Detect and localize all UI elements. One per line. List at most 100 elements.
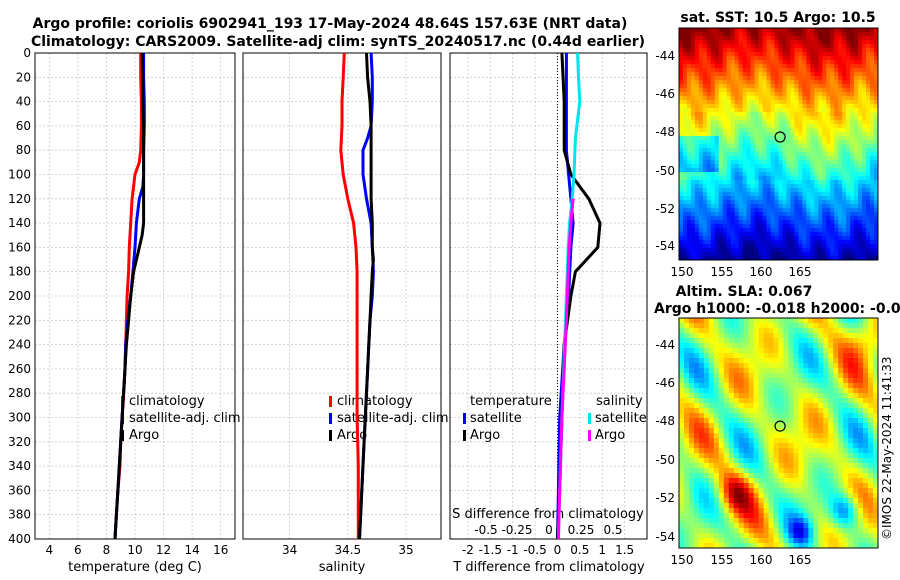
map-cell: [838, 60, 843, 65]
map-cell: [762, 136, 767, 141]
map-cell: [874, 140, 879, 145]
map-cell: [862, 88, 867, 93]
map-cell: [718, 453, 725, 459]
map-cell: [858, 192, 863, 197]
map-cell: [770, 200, 775, 205]
map-cell: [730, 204, 736, 209]
map-cell: [698, 473, 705, 479]
map-cell: [686, 88, 692, 93]
map-cell: [826, 52, 831, 57]
map-cell: [762, 52, 767, 57]
map-cell: [679, 433, 685, 439]
map-cell: [683, 383, 690, 389]
map-cell: [726, 52, 732, 57]
map-cell: [846, 56, 851, 61]
map-cell: [868, 343, 874, 349]
map-cell: [870, 160, 875, 165]
map-cell: [838, 64, 843, 69]
map-cell: [778, 216, 783, 221]
map-cell: [774, 72, 779, 77]
map-cell: [766, 144, 771, 149]
map-cell: [774, 212, 779, 217]
map-cell: [694, 120, 700, 125]
map-cell: [858, 543, 864, 549]
map-cell: [798, 92, 803, 97]
map-cell: [679, 518, 685, 524]
map-cell: [762, 216, 767, 221]
map-cell: [708, 528, 715, 534]
x-tick-label: 0: [554, 543, 562, 557]
map-cell: [858, 348, 864, 354]
map-cell: [870, 236, 875, 241]
map-cell: [693, 533, 700, 539]
map-cell: [858, 523, 864, 529]
map-cell: [794, 100, 799, 105]
map-cell: [762, 160, 767, 165]
map-cell: [866, 48, 871, 53]
map-cell: [746, 200, 752, 205]
map-cell: [730, 256, 736, 261]
map-cell: [723, 433, 730, 439]
map-cell: [873, 358, 879, 364]
map-cell: [793, 338, 799, 344]
map-cell: [743, 488, 750, 494]
map-cell: [762, 176, 767, 181]
map-cell: [790, 68, 795, 73]
map-cell: [698, 518, 705, 524]
map-cell: [770, 196, 775, 201]
map-cell: [763, 408, 769, 414]
map-cell: [833, 523, 839, 529]
map-cell: [738, 140, 744, 145]
map-cell: [790, 52, 795, 57]
map-cell: [679, 363, 685, 369]
map-cell: [843, 348, 849, 354]
map-cell: [723, 473, 730, 479]
map-cell: [814, 184, 819, 189]
map-cell: [842, 80, 847, 85]
map-cell: [794, 56, 799, 61]
map-cell: [833, 503, 839, 509]
map-cell: [786, 244, 791, 249]
map-cell: [788, 478, 794, 484]
map-cell: [762, 72, 767, 77]
map-cell: [723, 338, 730, 344]
map-cell: [703, 343, 710, 349]
map-cell: [826, 232, 831, 237]
map-cell: [718, 393, 725, 399]
map-cell: [679, 96, 684, 101]
map-cell: [723, 318, 730, 324]
map-cell: [862, 64, 867, 69]
map-cell: [753, 533, 760, 539]
map-cell: [738, 208, 744, 213]
map-cell: [818, 72, 823, 77]
map-cell: [782, 52, 787, 57]
map-cell: [778, 353, 784, 359]
map-cell: [730, 232, 736, 237]
map-cell: [818, 200, 823, 205]
map-cell: [710, 144, 716, 149]
map-cell: [770, 112, 775, 117]
map-cell: [706, 216, 712, 221]
map-cell: [810, 72, 815, 77]
map-cell: [858, 240, 863, 245]
map-cell: [783, 383, 789, 389]
map-cell: [710, 92, 716, 97]
map-cell: [679, 236, 684, 241]
map-cell: [823, 538, 829, 544]
map-cell: [846, 120, 851, 125]
map-cell: [808, 408, 814, 414]
map-cell: [783, 523, 789, 529]
map-cell: [848, 338, 854, 344]
map-cell: [734, 60, 740, 65]
map-cell: [693, 358, 700, 364]
map-cell: [750, 92, 756, 97]
map-cell: [773, 478, 779, 484]
map-cell: [714, 144, 720, 149]
map-cell: [738, 483, 745, 489]
map-cell: [703, 373, 710, 379]
map-cell: [850, 52, 855, 57]
map-cell: [694, 56, 700, 61]
map-cell: [778, 236, 783, 241]
map-cell: [686, 76, 692, 81]
map-cell: [743, 333, 750, 339]
